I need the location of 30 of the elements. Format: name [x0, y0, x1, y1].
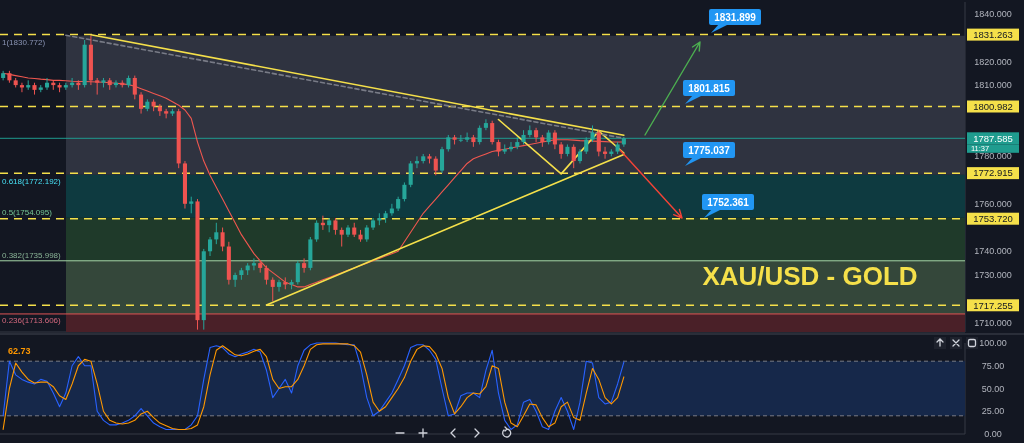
- band-label: 0.618(1772.192): [2, 176, 62, 186]
- y-tick-label: 1780.000: [974, 151, 1012, 162]
- y-tick-label: 1740.000: [974, 246, 1012, 257]
- y-tick-label: 1820.000: [974, 56, 1012, 67]
- y-tick-label: 25.00: [981, 406, 1005, 417]
- y-tick-label: 100.00: [979, 338, 1007, 349]
- y-tick-label: 75.00: [981, 360, 1005, 371]
- text: 1752.361: [707, 196, 750, 208]
- y-tick-label: 1760.000: [974, 198, 1012, 209]
- text: 1775.037: [688, 144, 731, 156]
- band-label: 0.236(1713.606): [2, 315, 62, 325]
- ref-line-label: 1831.263: [973, 28, 1013, 40]
- y-tick-label: 1810.000: [974, 80, 1012, 91]
- ref-line-label: 1787.585: [973, 132, 1013, 144]
- text: XAU/USD - GOLD: [702, 261, 918, 291]
- ref-line-label: 1772.915: [973, 167, 1013, 179]
- y-tick-label: 1730.000: [974, 270, 1012, 281]
- band-label: 0.5(1754.095): [2, 207, 53, 217]
- text: 1801.815: [688, 82, 731, 94]
- y-tick-label: 1710.000: [974, 317, 1012, 328]
- band-label: 1(1830.772): [2, 37, 46, 47]
- y-tick-label: 0.00: [984, 429, 1002, 440]
- ref-line-label: 1717.255: [973, 299, 1013, 311]
- y-tick-label: 50.00: [981, 383, 1005, 394]
- ref-line-label: 1753.720: [973, 213, 1013, 225]
- annotation: 62.73: [8, 346, 31, 357]
- band-label: 0.382(1735.998): [2, 250, 62, 260]
- ref-line-label: 1800.982: [973, 100, 1013, 112]
- y-tick-label: 1840.000: [974, 9, 1012, 20]
- text: 1831.899: [714, 11, 757, 23]
